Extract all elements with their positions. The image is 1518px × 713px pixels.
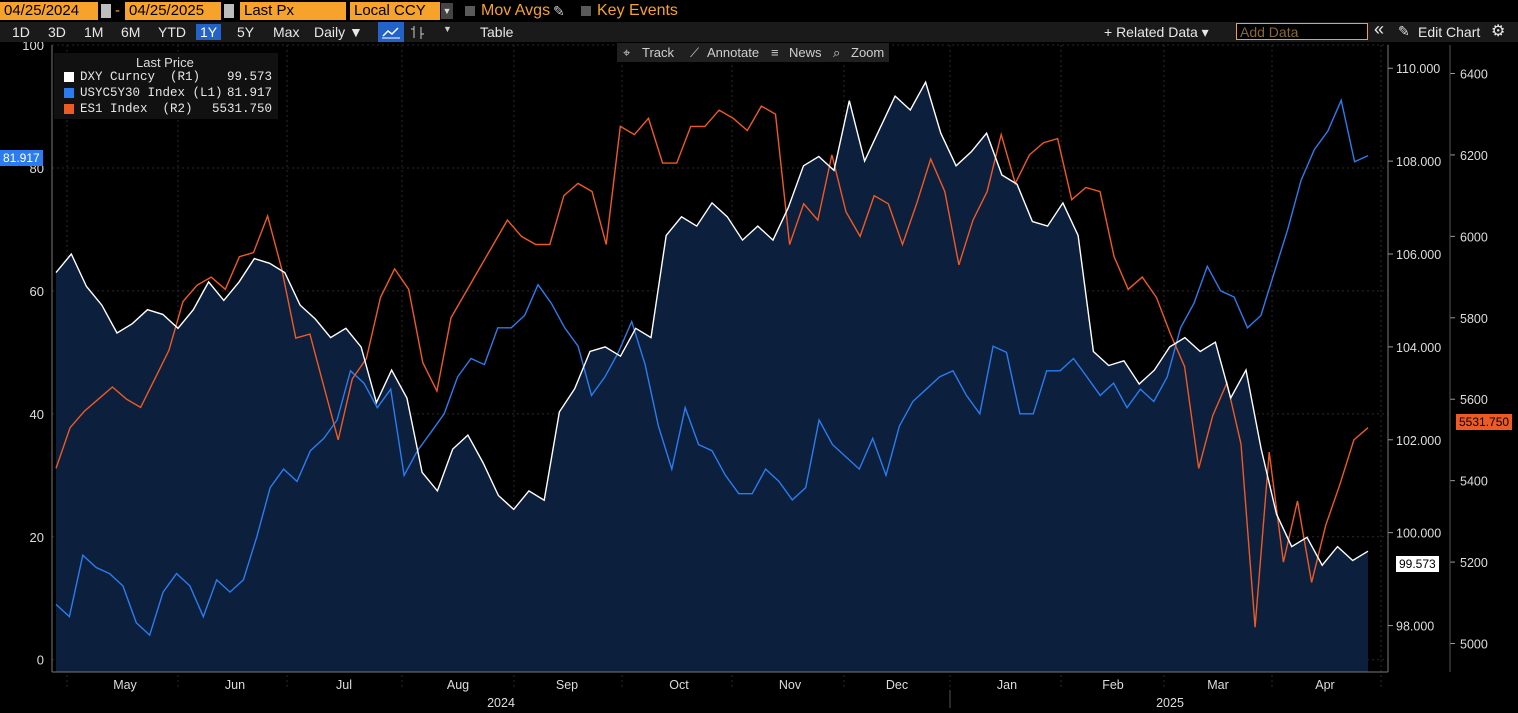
legend-swatch-dxy: [64, 72, 74, 82]
series-line-dxy-curncy: [55, 80, 1369, 567]
zoom-icon[interactable]: ⌕: [833, 45, 841, 60]
x-tick-label: Jan: [997, 678, 1017, 692]
key-events-checkbox[interactable]: [581, 6, 591, 16]
line-chart-icon[interactable]: [378, 22, 404, 42]
pencil-icon[interactable]: ✎: [1398, 23, 1410, 39]
x-tick-label: Mar: [1207, 678, 1229, 692]
legend-title: Last Price: [136, 55, 194, 70]
r1-tick-label: 106.000: [1396, 248, 1441, 262]
r2-tick-label: 5800: [1460, 312, 1488, 326]
x-tick-label: Dec: [886, 678, 908, 692]
calendar-icon[interactable]: [101, 4, 111, 18]
annotate-tool[interactable]: Annotate: [707, 45, 760, 60]
bar-chart-icon[interactable]: [407, 22, 429, 42]
legend: [54, 53, 278, 119]
x-tick-label: Feb: [1102, 678, 1124, 692]
left-tick-label: 0: [37, 653, 44, 668]
start-date-field[interactable]: 04/25/2024: [0, 2, 98, 20]
news-tool[interactable]: News: [789, 45, 822, 60]
currency-select[interactable]: Local CCY: [350, 2, 440, 20]
left-tick-label: 20: [30, 530, 44, 545]
period-3d[interactable]: 3D: [48, 24, 66, 40]
legend-swatch-usyc: [64, 88, 74, 98]
r1-tick-label: 108.000: [1396, 155, 1441, 169]
news-icon[interactable]: ≡: [771, 45, 779, 60]
collapse-icon[interactable]: «: [1374, 19, 1385, 39]
legend-value-dxy: 99.573: [226, 70, 272, 84]
year-label: 2025: [1156, 696, 1184, 710]
add-data-input[interactable]: Add Data: [1236, 23, 1368, 40]
r1-tick-label: 100.000: [1396, 527, 1441, 541]
frequency-select[interactable]: Daily ▼: [314, 24, 363, 40]
legend-label-usyc: USYC5Y30 Index (L1): [80, 86, 223, 100]
period-1y[interactable]: 1Y: [196, 24, 222, 40]
left-tick-label: 100: [22, 42, 44, 53]
r2-tick-label: 5400: [1460, 475, 1488, 489]
last-value-tag-dxy: 99.573: [1396, 556, 1439, 572]
x-tick-label: Apr: [1315, 678, 1334, 692]
date-separator: -: [115, 2, 120, 19]
r2-tick-label: 6400: [1460, 68, 1488, 82]
period-max[interactable]: Max: [273, 24, 300, 40]
left-tick-label: 40: [30, 407, 44, 422]
series-line-usyc5y30-index: [55, 98, 1369, 637]
r2-tick-label: 5000: [1460, 638, 1488, 652]
edit-chart-button[interactable]: Edit Chart: [1418, 24, 1481, 40]
chevron-down-icon[interactable]: ▼: [443, 24, 452, 34]
zoom-tool[interactable]: Zoom: [851, 45, 885, 60]
r2-tick-label: 6000: [1460, 230, 1488, 244]
legend-value-es1: 5531.750: [211, 102, 272, 116]
x-tick-label: Sep: [556, 678, 578, 692]
legend-value-usyc: 81.917: [226, 86, 272, 100]
mov-avgs-label[interactable]: Mov Avgs: [481, 2, 551, 19]
price-field-select[interactable]: Last Px: [240, 2, 346, 20]
period-5y[interactable]: 5Y: [237, 24, 255, 40]
x-tick-label: Jul: [336, 678, 352, 692]
end-date-field[interactable]: 04/25/2025: [125, 2, 221, 20]
legend-label-dxy: DXY Curncy (R1): [80, 70, 201, 84]
x-tick-label: Nov: [779, 678, 802, 692]
calendar-icon[interactable]: [224, 4, 234, 18]
r2-tick-label: 5600: [1460, 393, 1488, 407]
r1-tick-label: 110.000: [1396, 62, 1440, 76]
crosshair-icon[interactable]: ⌖: [623, 45, 631, 60]
r2-tick-label: 6200: [1460, 149, 1488, 163]
x-tick-label: Aug: [447, 678, 469, 692]
year-label: 2024: [487, 696, 515, 710]
legend-label-es1: ES1 Index (R2): [80, 102, 193, 116]
series-line-es1-index: [55, 105, 1369, 628]
period-1m[interactable]: 1M: [84, 24, 104, 40]
period-6m[interactable]: 6M: [121, 24, 141, 40]
period-ytd[interactable]: YTD: [158, 24, 186, 40]
period-1d[interactable]: 1D: [12, 24, 30, 40]
x-tick-label: Oct: [669, 678, 689, 692]
gear-icon[interactable]: ⚙: [1491, 23, 1506, 40]
chevron-down-icon[interactable]: ▼: [441, 3, 453, 19]
r1-tick-label: 98.000: [1396, 620, 1434, 634]
table-button[interactable]: Table: [480, 24, 514, 40]
x-tick-label: May: [113, 678, 137, 692]
r1-tick-label: 102.000: [1396, 434, 1441, 448]
chart-area[interactable]: 02040608010098.000100.000102.000104.0001…: [0, 42, 1518, 713]
x-tick-label: Jun: [225, 678, 245, 692]
legend-swatch-es1: [64, 104, 74, 114]
r1-tick-label: 104.000: [1396, 341, 1441, 355]
left-tick-label: 60: [30, 284, 44, 299]
last-value-tag-usyc: 81.917: [0, 150, 43, 166]
annotate-icon[interactable]: ⟋: [690, 45, 700, 60]
related-data-button[interactable]: + Related Data ▾: [1104, 24, 1209, 40]
chart-tools-panel: [617, 43, 889, 62]
r2-tick-label: 5200: [1460, 556, 1488, 570]
last-value-tag-es1: 5531.750: [1456, 414, 1513, 430]
key-events-label[interactable]: Key Events: [597, 2, 678, 19]
pencil-icon[interactable]: ✎: [553, 3, 565, 19]
dxy-area-fill: [56, 82, 1368, 672]
track-tool[interactable]: Track: [642, 45, 675, 60]
mov-avgs-checkbox[interactable]: [465, 6, 475, 16]
